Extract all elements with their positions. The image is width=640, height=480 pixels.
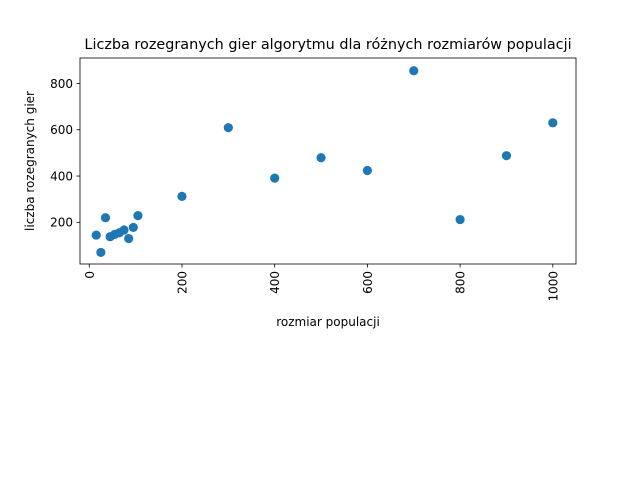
x-axis-label: rozmiar populacji — [276, 315, 380, 329]
y-axis-label: liczba rozegranych gier — [23, 91, 37, 231]
data-point — [501, 151, 512, 161]
x-tick-label: 0 — [83, 271, 97, 279]
data-point — [133, 211, 143, 221]
x-tick-label: 800 — [454, 271, 468, 294]
y-tick-label: 600 — [50, 123, 73, 137]
data-point — [223, 123, 233, 133]
data-point — [409, 66, 419, 76]
y-axis-ticks: 200 400 600 800 — [50, 77, 80, 230]
plot-area: 0 200 400 600 800 1000 200 400 600 800 — [50, 57, 577, 302]
data-point — [362, 165, 372, 176]
data-point — [316, 153, 326, 163]
data-point — [455, 214, 465, 225]
chart-title: Liczba rozegranych gier algorytmu dla ró… — [84, 37, 571, 53]
data-point — [270, 173, 280, 183]
points-layer — [91, 66, 558, 258]
x-tick-label: 600 — [361, 271, 375, 294]
axes-frame — [79, 57, 577, 265]
data-point — [119, 225, 129, 235]
x-axis-ticks: 0 200 400 600 800 1000 — [83, 264, 560, 302]
y-tick-label: 200 — [50, 216, 73, 230]
x-tick-label: 400 — [268, 271, 282, 294]
data-point — [548, 118, 558, 128]
data-point — [124, 233, 134, 244]
data-point — [91, 230, 101, 240]
data-point — [100, 213, 111, 223]
data-point — [177, 191, 187, 202]
data-point — [128, 222, 138, 233]
data-point — [96, 247, 106, 258]
y-tick-label: 400 — [50, 169, 73, 183]
x-tick-label: 200 — [175, 271, 189, 294]
x-tick-label: 1000 — [546, 271, 560, 302]
y-tick-label: 800 — [50, 77, 73, 91]
